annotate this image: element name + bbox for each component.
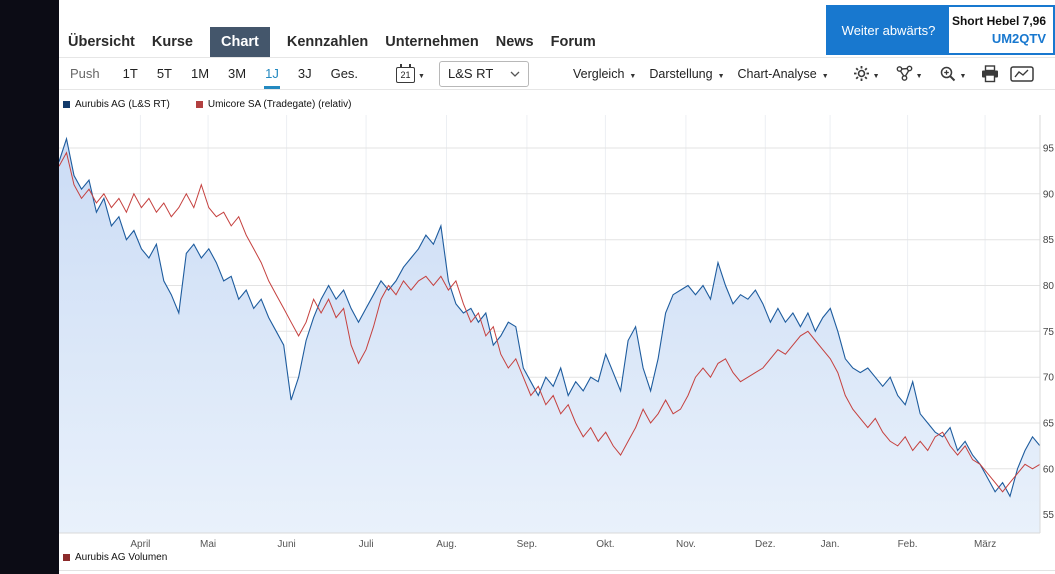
svg-text:75: 75 [1043, 327, 1055, 338]
indicators-icon [896, 65, 913, 81]
svg-text:85: 85 [1043, 235, 1055, 246]
page-left-margin [0, 0, 59, 574]
range-3m[interactable]: 3M [228, 66, 247, 81]
zoom-button[interactable] [939, 65, 967, 83]
settings-button[interactable] [853, 65, 880, 83]
chevron-down-icon [510, 71, 520, 77]
svg-text:Dez.: Dez. [755, 539, 776, 550]
darstellung-label: Darstellung [649, 66, 713, 81]
print-button[interactable] [980, 64, 1000, 83]
chart-analyse-label: Chart-Analyse [737, 66, 817, 81]
svg-text:Juli: Juli [359, 539, 374, 550]
svg-text:Feb.: Feb. [898, 539, 918, 550]
printer-icon [982, 64, 999, 82]
svg-text:80: 80 [1043, 281, 1055, 292]
promo-wkn-label: UM2QTV [991, 31, 1046, 46]
volume-legend-label: Aurubis AG Volumen [75, 552, 168, 563]
svg-text:Juni: Juni [277, 539, 295, 550]
main-nav: Übersicht Kurse Chart Kennzahlen Unterne… [59, 26, 596, 58]
svg-text:90: 90 [1043, 189, 1055, 200]
tab-unternehmen[interactable]: Unternehmen [385, 34, 479, 50]
svg-text:55: 55 [1043, 510, 1055, 521]
chevron-down-icon [822, 67, 829, 81]
range-1m[interactable]: 1M [190, 66, 210, 81]
svg-text:Okt.: Okt. [596, 539, 614, 550]
calendar-picker[interactable]: 21 [396, 63, 425, 83]
chevron-down-icon [629, 67, 636, 81]
svg-text:April: April [130, 539, 150, 550]
promo-question-button[interactable]: Weiter abwärts? [828, 7, 949, 53]
svg-text:60: 60 [1043, 464, 1055, 475]
feed-select-value: L&S RT [447, 66, 494, 81]
promo-question-label: Weiter abwärts? [841, 22, 936, 38]
calendar-ring-right [409, 63, 412, 68]
promo-product-info[interactable]: Short Hebel 7,96 UM2QTV [949, 7, 1053, 53]
indicators-button[interactable] [896, 65, 923, 83]
tab-chart[interactable]: Chart [210, 26, 270, 58]
volume-pane-divider [59, 570, 1055, 571]
export-icon [1010, 65, 1035, 82]
range-3j[interactable]: 3J [297, 66, 312, 81]
chevron-down-icon [916, 65, 923, 83]
umicore-swatch [195, 101, 203, 108]
calendar-ring-left [400, 63, 403, 68]
svg-text:70: 70 [1043, 373, 1055, 384]
feed-select[interactable]: L&S RT [438, 60, 529, 87]
legend-label-aurubis: Aurubis AG (L&S RT) [75, 99, 170, 110]
chart-analyse-dropdown[interactable]: Chart-Analyse [738, 67, 829, 81]
svg-text:Nov.: Nov. [676, 539, 696, 550]
aurubis-swatch [63, 101, 70, 108]
chevron-down-icon [960, 65, 967, 83]
tab-uebersicht[interactable]: Übersicht [68, 34, 135, 50]
svg-text:65: 65 [1043, 419, 1055, 430]
chevron-down-icon [418, 65, 425, 83]
chart-legend: Aurubis AG (L&S RT) Umicore SA (Tradegat… [63, 99, 351, 110]
gear-icon [853, 66, 869, 81]
legend-item-umicore: Umicore SA (Tradegate) (relativ) [195, 99, 352, 110]
svg-text:95: 95 [1043, 144, 1055, 155]
product-promo-banner[interactable]: Weiter abwärts? Short Hebel 7,96 UM2QTV [826, 5, 1055, 55]
chart-toolbar: Push 1T 5T 1M 3M 1J 3J Ges. 21 L&S RT Ve… [59, 57, 1055, 90]
range-1j[interactable]: 1J [264, 58, 280, 89]
zoom-plus-icon [940, 66, 955, 81]
svg-text:Sep.: Sep. [517, 539, 538, 550]
tab-news[interactable]: News [495, 34, 534, 50]
range-ges[interactable]: Ges. [330, 66, 359, 81]
svg-text:Jan.: Jan. [821, 539, 840, 550]
tab-kennzahlen[interactable]: Kennzahlen [286, 34, 369, 50]
chevron-down-icon [873, 65, 880, 83]
tab-kurse[interactable]: Kurse [151, 34, 193, 50]
range-5t[interactable]: 5T [156, 66, 172, 81]
legend-label-umicore: Umicore SA (Tradegate) (relativ) [207, 99, 352, 110]
range-1t[interactable]: 1T [122, 66, 138, 81]
calendar-icon: 21 [396, 63, 416, 83]
chevron-down-icon [718, 67, 725, 81]
calendar-day-label: 21 [400, 69, 411, 80]
push-toggle[interactable]: Push [70, 66, 100, 81]
promo-product-label: Short Hebel 7,96 [951, 14, 1046, 28]
export-button[interactable] [1010, 65, 1036, 83]
darstellung-dropdown[interactable]: Darstellung [649, 67, 724, 81]
svg-text:Aug.: Aug. [436, 539, 457, 550]
price-chart[interactable]: 95 90 85 80 75 70 65 60 55 April Mai Juni Juli Aug. Se… [59, 115, 1055, 555]
volume-legend: Aurubis AG Volumen [63, 552, 167, 563]
volume-swatch [63, 554, 70, 561]
tab-forum[interactable]: Forum [550, 34, 596, 50]
svg-text:Mai: Mai [200, 539, 216, 550]
vergleich-label: Vergleich [572, 66, 625, 81]
vergleich-dropdown[interactable]: Vergleich [573, 67, 636, 81]
svg-text:März: März [974, 539, 996, 550]
legend-item-aurubis: Aurubis AG (L&S RT) [63, 99, 170, 110]
